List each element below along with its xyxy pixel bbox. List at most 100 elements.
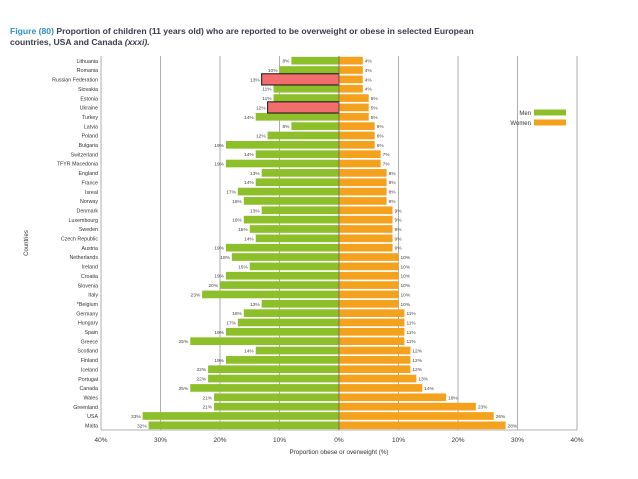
data-label-men: 14%	[244, 115, 254, 121]
bar-men	[243, 197, 339, 205]
bar-women	[339, 290, 399, 299]
bar-men	[249, 262, 339, 271]
data-label-men: 16%	[232, 218, 242, 224]
data-label-women: 9%	[395, 208, 403, 214]
bar-men	[273, 84, 339, 93]
bar-men	[255, 178, 339, 187]
bar-women	[339, 346, 411, 355]
figure-number: 80	[41, 26, 52, 36]
category-label: TFYR Macedonia	[57, 162, 98, 168]
category-label: Denmark	[77, 208, 99, 214]
category-label: Spain	[84, 330, 98, 336]
category-label: Norway	[80, 199, 98, 205]
data-label-men: 17%	[226, 320, 236, 326]
data-label-men: 18%	[220, 255, 230, 261]
data-label-women: 23%	[478, 405, 488, 411]
data-label-men: 12%	[256, 105, 266, 111]
bar-men	[255, 346, 339, 355]
bar-women	[339, 94, 369, 102]
bar-men	[279, 66, 339, 74]
data-label-women: 7%	[383, 162, 391, 168]
data-label-men: 13%	[250, 77, 260, 83]
x-tick-label: 20%	[451, 437, 464, 444]
bar-women	[339, 140, 375, 149]
bar-men	[255, 234, 339, 243]
data-label-men: 19%	[214, 162, 224, 168]
data-label-men: 16%	[232, 199, 242, 205]
category-label: Finland	[81, 358, 98, 364]
data-label-women: 11%	[406, 311, 416, 317]
bar-women	[339, 356, 411, 364]
category-label: Greece	[81, 339, 98, 345]
data-label-men: 13%	[250, 208, 260, 214]
data-label-women: 12%	[412, 358, 422, 364]
bar-women	[339, 187, 387, 196]
bar-women	[339, 169, 387, 177]
title-line-1: Proportion of children (11 years old) wh…	[56, 26, 474, 36]
category-label: Slovakia	[78, 87, 98, 93]
category-label: Luxembourg	[69, 218, 98, 224]
data-label-men: 8%	[282, 59, 290, 65]
data-label-women: 13%	[418, 377, 428, 383]
data-label-women: 6%	[377, 143, 385, 149]
category-label: France	[82, 180, 99, 186]
bar-women	[339, 374, 417, 383]
data-label-men: 25%	[179, 386, 189, 392]
bar-men	[237, 187, 339, 196]
bar-men	[225, 140, 339, 149]
data-label-men: 19%	[214, 274, 224, 280]
data-label-men: 14%	[244, 180, 254, 186]
data-label-men: 11%	[262, 87, 272, 93]
data-label-women: 12%	[412, 367, 422, 373]
bar-women	[339, 225, 393, 233]
data-label-women: 5%	[371, 115, 379, 121]
data-label-women: 4%	[365, 68, 373, 74]
bar-men	[249, 225, 339, 233]
data-label-men: 10%	[268, 68, 278, 74]
data-label-women: 4%	[365, 59, 373, 65]
x-axis-title: Proportion obese or overweight (%)	[289, 449, 388, 456]
x-tick-label: 0%	[334, 437, 344, 444]
legend-swatch	[534, 119, 566, 126]
data-label-men: 12%	[256, 133, 266, 139]
bar-men	[243, 215, 339, 224]
bar-men	[255, 112, 339, 121]
data-label-men: 19%	[214, 358, 224, 364]
category-label: Slovenia	[78, 283, 98, 289]
category-label: Czech Republic	[61, 237, 98, 243]
highlight-box	[261, 73, 340, 86]
x-tick-label: 40%	[570, 437, 583, 444]
x-tick-label: 40%	[94, 437, 107, 444]
data-label-women: 14%	[424, 386, 434, 392]
figure-number-icon: (80)	[38, 26, 54, 36]
data-label-women: 9%	[395, 236, 403, 242]
data-label-women: 10%	[401, 274, 411, 280]
data-label-women: 5%	[371, 96, 379, 102]
bar-men	[225, 243, 339, 252]
data-label-women: 6%	[377, 124, 385, 130]
category-label: Hungary	[78, 321, 98, 327]
bar-women	[339, 122, 375, 130]
bar-women	[339, 66, 363, 74]
bar-women	[339, 178, 387, 187]
bar-men	[261, 299, 339, 308]
data-label-men: 13%	[250, 302, 260, 308]
data-label-women: 18%	[448, 395, 458, 401]
data-label-men: 17%	[226, 190, 236, 196]
bar-women	[339, 150, 381, 159]
data-label-men: 23%	[191, 292, 201, 298]
x-tick-label: 30%	[154, 437, 167, 444]
category-label: USA	[87, 414, 98, 420]
bar-men	[142, 412, 339, 420]
data-label-women: 8%	[389, 199, 397, 205]
bar-men	[208, 365, 339, 374]
data-label-men: 13%	[250, 171, 260, 177]
category-label: Sweden	[79, 227, 98, 233]
category-label: Romania	[77, 68, 98, 74]
bar-men	[291, 56, 339, 65]
data-label-women: 8%	[389, 171, 397, 177]
data-label-women: 10%	[401, 292, 411, 298]
highlight-box	[267, 101, 340, 114]
data-label-women: 26%	[496, 414, 506, 420]
